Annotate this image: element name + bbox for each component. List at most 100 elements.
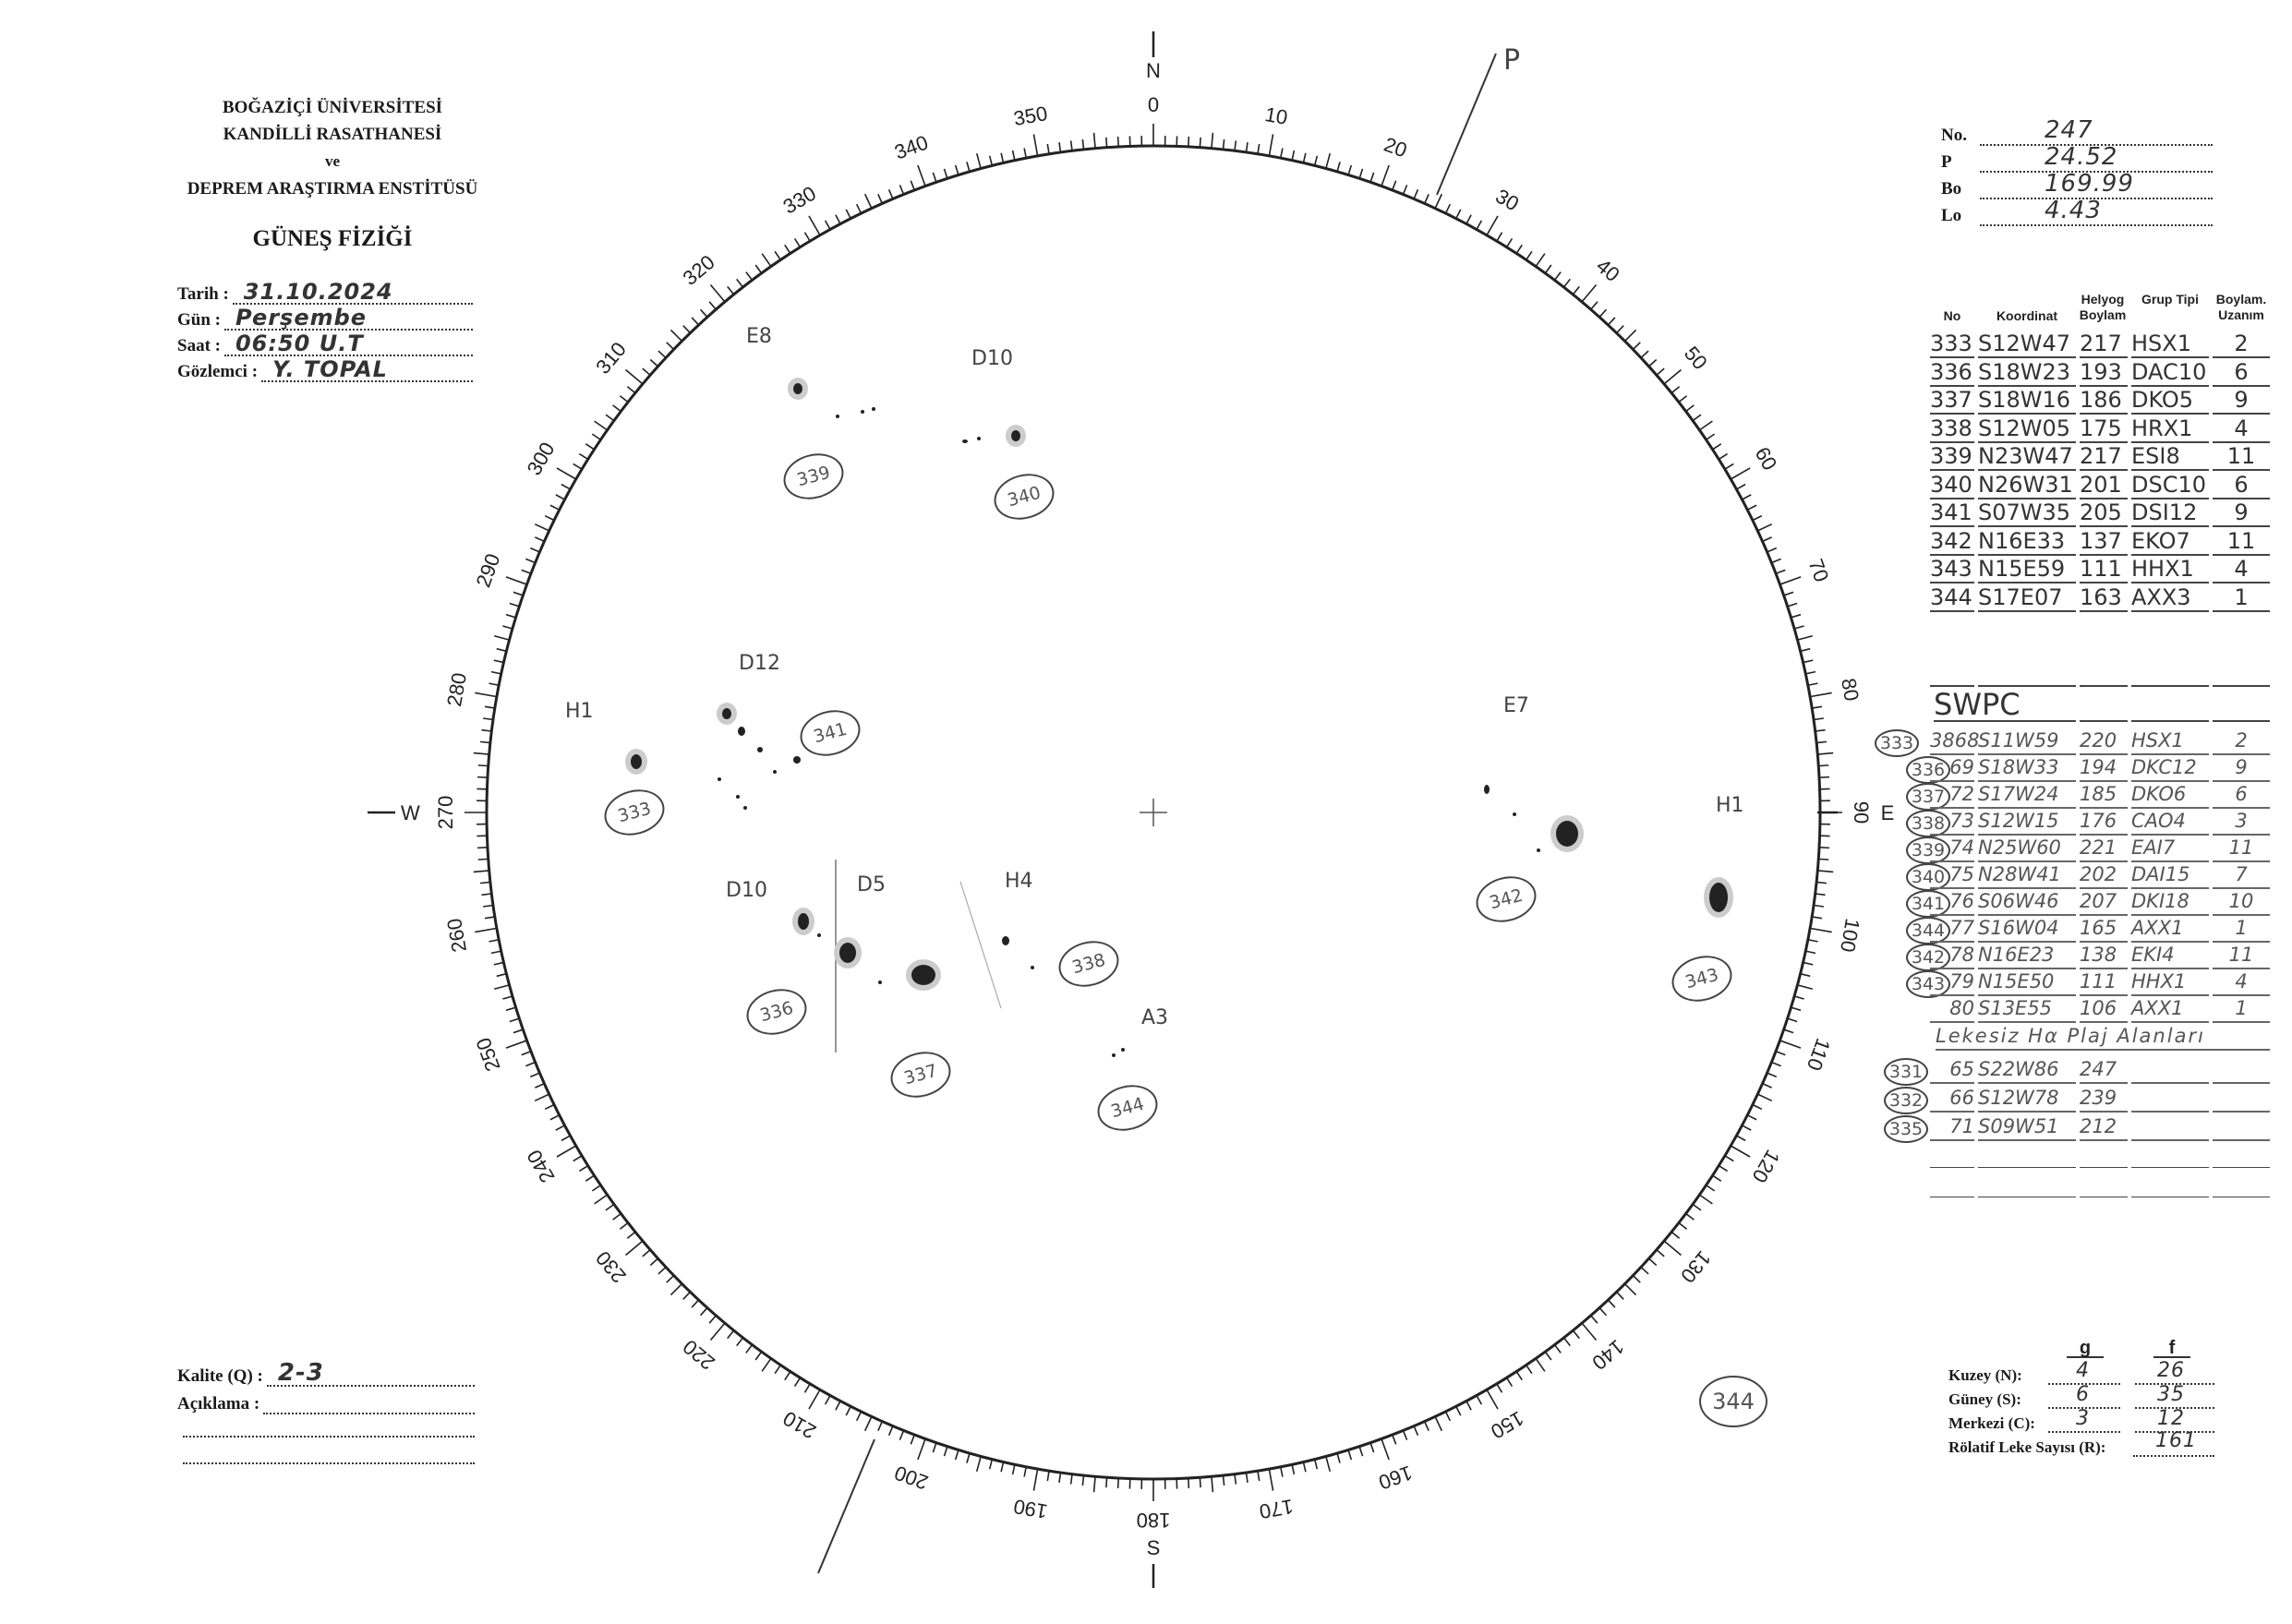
degree-tick [502,625,513,630]
count-g-line: 3 [2048,1407,2120,1433]
degree-tick [1800,972,1811,978]
degree-tick [555,494,565,500]
swpc-cell-helyog: 202 [2080,861,2128,889]
empty-cell [2213,694,2270,722]
empty-cell [2213,1174,2270,1197]
degree-tick [1671,386,1681,394]
degree-tick [534,523,549,532]
institution-line: KANDİLLİ RASATHANESİ [223,125,442,144]
table-cell-boylam: 11 [2213,528,2270,556]
sunspot [1121,1048,1125,1052]
degree-tick [1767,547,1778,553]
degree-tick [1279,1466,1284,1477]
degree-tick [605,1203,615,1211]
degree-tick [1369,1442,1375,1453]
ephemeris-label: P [1941,152,1952,172]
table-cell-no: 344 [1930,584,1974,612]
r-value: 161 [2155,1429,2197,1452]
degree-tick [1803,961,1814,966]
degree-tick [1640,350,1649,359]
degree-tick [1302,152,1307,163]
table-cell-helyog: 111 [2080,556,2128,583]
swpc-cell-helyog: 111 [2080,968,2128,996]
count-g-value: 4 [2076,1359,2090,1382]
degree-tick [1413,1426,1419,1437]
table-cell-boylam: 9 [2213,499,2270,527]
degree-tick [1553,271,1562,281]
degree-tick [1757,523,1773,532]
degree-tick [561,1135,571,1142]
count-label: Güney (S): [1948,1390,2021,1408]
degree-tick [1358,1446,1364,1457]
degree-tick [1817,752,1834,755]
degree-tick [1434,193,1443,209]
col-f: f [2153,1339,2190,1358]
degree-tick [502,995,513,1000]
degree-tick [699,1307,708,1317]
table-cell-boylam: 6 [2213,359,2270,387]
count-label: Merkezi (C): [1948,1414,2035,1432]
degree-tick [1023,1466,1028,1477]
table-cell-no: 341 [1930,499,1974,527]
degree-tick [975,152,982,169]
degree-tick [863,193,873,209]
ephemeris-label: No. [1941,126,1967,145]
degree-tick [774,250,781,260]
sunspot [773,770,777,774]
degree-tick [863,1416,873,1432]
field-row: Gün : Perşembe [177,305,473,331]
degree-tick [585,443,595,451]
plage-cell-no: 65 [1930,1056,1974,1084]
degree-tick [877,1421,884,1431]
swpc-cell-helyog: 176 [2080,808,2128,836]
degree-tick [1771,558,1781,564]
plage-cell-coord: S09W51 [1978,1113,2076,1141]
degree-tick [625,368,644,385]
swpc-cell-coord: N15E50 [1978,968,2076,996]
degree-tick [855,203,863,214]
plage-cell-boylam [2213,1056,2270,1084]
degree-tick [1466,214,1472,224]
swpc-cell-no: 78 [1930,942,1974,969]
degree-tick [1791,1006,1802,1012]
degree-tick [1476,220,1483,230]
swpc-cell-boylam: 1 [2213,915,2270,943]
center-cross [1140,799,1167,826]
degree-tick [591,433,601,440]
degree-tick [670,329,683,343]
sunspot [977,437,981,440]
table-cell-no: 339 [1930,443,1974,471]
table-cell-no: 336 [1930,359,1974,387]
degree-tick [1607,317,1616,326]
degree-tick [988,1459,994,1470]
degree-tick [784,244,791,254]
swpc-cell-helyog: 106 [2080,995,2128,1023]
degree-tick [1187,1477,1190,1489]
field-row: Saat : 06:50 U.T [177,331,473,356]
count-g-value: 3 [2076,1407,2090,1430]
degree-tick [1069,140,1073,151]
degree-tick [1526,1365,1533,1375]
degree-tick [1032,134,1039,157]
header-boylam: Boylam. Uzanım [2215,292,2267,322]
degree-tick [493,659,504,664]
empty-cell [1978,659,2076,687]
degree-tick [1671,1231,1681,1239]
swpc-cell-no: 77 [1930,915,1974,943]
degree-tick [1444,203,1452,214]
degree-tick [1724,1155,1734,1162]
header-grup: Grup Tipi [2141,292,2199,307]
empty-cell [2131,694,2209,722]
field-label: Gün : [177,310,221,330]
degree-tick [1685,404,1695,413]
degree-tick [612,1212,621,1221]
field-row: Gözlemci : Y. TOPAL [177,356,473,382]
degree-tick [1746,504,1757,511]
field-label: Gözlemci : [177,362,259,381]
degree-tick [727,285,735,295]
degree-tick [1663,368,1682,385]
degree-tick [784,1371,791,1381]
swpc-cell-coord: S18W33 [1978,754,2076,782]
degree-tick [1291,1464,1296,1475]
degree-tick [594,1194,609,1205]
